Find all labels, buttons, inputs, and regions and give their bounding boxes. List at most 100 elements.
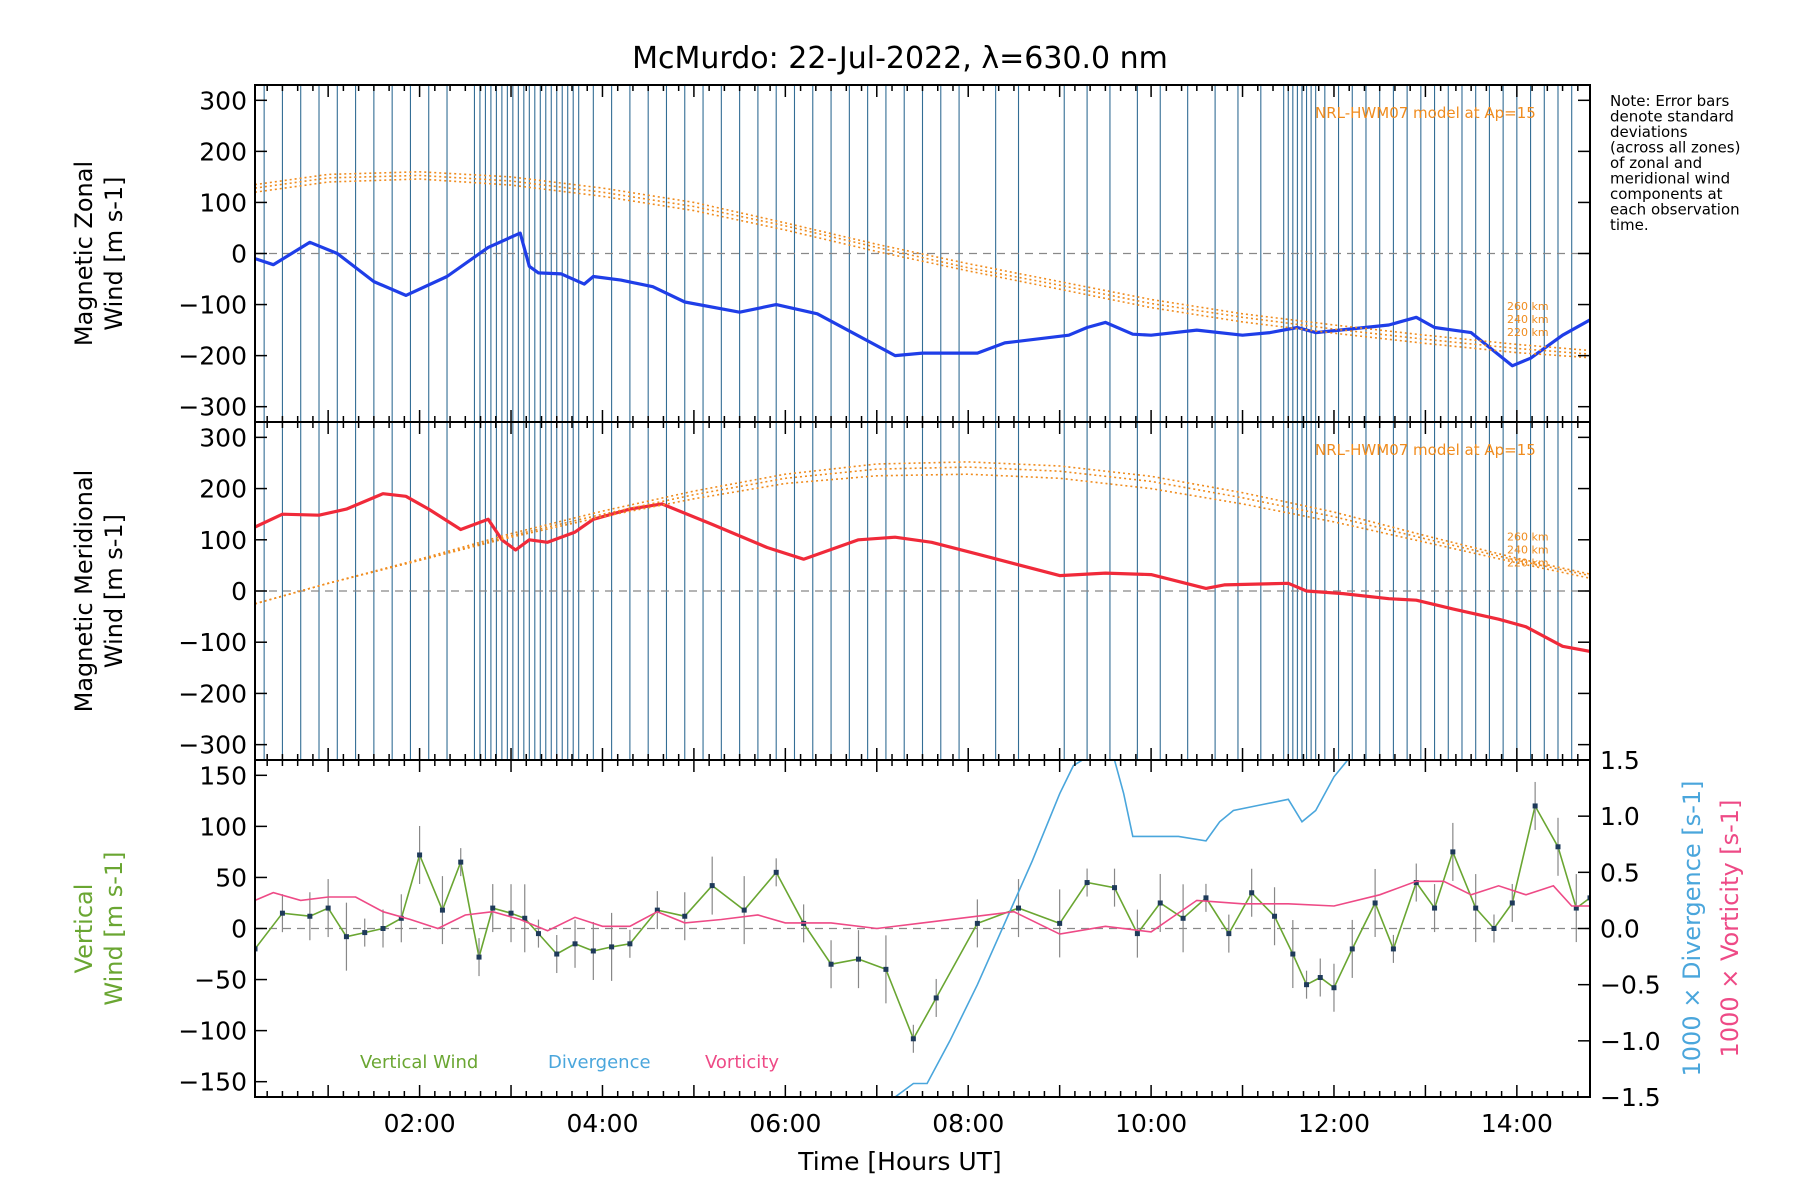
model_240km-line — [255, 466, 1590, 605]
vertical-wind-point — [1573, 905, 1579, 911]
model-height-label: 260 km — [1507, 530, 1549, 543]
vertical-wind-point — [1509, 900, 1515, 906]
y-tick-label: −150 — [178, 1068, 247, 1097]
vertical-wind-point — [1249, 890, 1255, 896]
vertical-wind-point — [1331, 985, 1337, 991]
vertical-wind-point — [380, 926, 386, 931]
vertical-wind-point — [1587, 895, 1590, 901]
x-tick-label: 04:00 — [566, 1109, 638, 1138]
y-tick-label: 0 — [231, 577, 247, 606]
divergence_x1000-line — [1113, 760, 1349, 842]
x-tick-label: 14:00 — [1481, 1109, 1553, 1138]
model-height-label: 260 km — [1507, 300, 1549, 313]
note-line: Note: Error bars — [1610, 92, 1730, 110]
meridional_wind-line — [255, 492, 1590, 653]
y-tick-label: 100 — [199, 812, 247, 841]
x-axis-label: Time [Hours UT] — [797, 1147, 1001, 1176]
vertical-wind-point — [343, 934, 349, 940]
model-height-label: 240 km — [1507, 313, 1549, 326]
model_260km-line — [255, 473, 1590, 605]
vertical-wind-point — [855, 956, 861, 962]
vertical-wind-point — [1413, 880, 1419, 886]
y-tick-label: 0 — [231, 240, 247, 269]
vertical-wind-point — [1112, 885, 1118, 891]
model-label: NRL-HWM07 model at Ap=15 — [1315, 441, 1536, 459]
y-tick-label: 0 — [231, 915, 247, 944]
vertical-wind-point — [654, 907, 660, 913]
model-height-label: 220 km — [1507, 556, 1549, 569]
model-height-label: 220 km — [1507, 326, 1549, 339]
note-line: denote standard — [1610, 108, 1734, 126]
zonal_wind-line — [255, 231, 1590, 368]
y-axis-label-vorticity: 1000 × Vorticity [s-1] — [1716, 800, 1744, 1058]
vertical-wind-point — [307, 913, 313, 919]
divergence_x1000-line — [894, 760, 1083, 1097]
legend-entry: Vorticity — [705, 1052, 779, 1073]
y-tick-label: 100 — [199, 188, 247, 217]
note-line: components at — [1610, 185, 1723, 203]
y-tick-label: 100 — [199, 526, 247, 555]
right-tick-label: 1.5 — [1600, 746, 1640, 775]
vertical-wind-point — [490, 905, 496, 911]
right-tick-label: 0.5 — [1600, 858, 1640, 887]
model-label: NRL-HWM07 model at Ap=15 — [1315, 104, 1536, 122]
note-line: of zonal and — [1610, 154, 1702, 172]
vertical-wind-point — [1057, 920, 1063, 926]
vertical-wind-point — [522, 915, 528, 921]
vertical-wind-point — [1226, 931, 1232, 937]
vertical-wind-point — [910, 1036, 916, 1042]
y-tick-label: −100 — [178, 291, 247, 320]
vertical-wind-point — [828, 961, 834, 967]
vertical-wind-point — [458, 859, 464, 865]
vertical-wind-point — [1432, 905, 1438, 911]
x-tick-label: 12:00 — [1298, 1109, 1370, 1138]
vertical-wind-point — [1390, 946, 1396, 952]
y-tick-label: 150 — [199, 761, 247, 790]
vertical-wind-point — [1555, 844, 1561, 850]
y-tick-label: 300 — [199, 423, 247, 452]
vertical-wind-point — [1450, 849, 1456, 855]
y-axis-label: Wind [m s-1] — [100, 176, 128, 330]
model-height-label: 240 km — [1507, 543, 1549, 556]
vertical-wind-point — [1180, 915, 1186, 921]
note-line: each observation — [1610, 201, 1740, 219]
vertical-wind-point — [609, 944, 615, 950]
y-tick-label: 200 — [199, 475, 247, 504]
vertical-wind-point — [439, 907, 445, 913]
vertical-wind-point — [1372, 900, 1378, 906]
vertical-wind-point — [933, 995, 939, 1001]
note-line: time. — [1610, 216, 1649, 234]
y-axis-label: Magnetic Zonal — [70, 161, 98, 346]
y-tick-label: −200 — [178, 342, 247, 371]
note-line: meridional wind — [1610, 170, 1730, 188]
vertical-wind-point — [1203, 895, 1209, 901]
vertical-wind-point — [417, 852, 423, 858]
vertical-wind-point — [1290, 951, 1296, 957]
note-line: (across all zones) — [1610, 139, 1740, 157]
y-axis-label-left: Wind [m s-1] — [100, 851, 128, 1005]
vertical-wind-point — [1084, 880, 1090, 886]
model_220km-line — [255, 178, 1590, 359]
right-tick-label: −0.5 — [1600, 971, 1661, 1000]
y-tick-label: −50 — [194, 966, 247, 995]
y-tick-label: 200 — [199, 137, 247, 166]
right-tick-label: 1.0 — [1600, 802, 1640, 831]
vertical-wind-point — [535, 931, 541, 937]
legend-entry: Divergence — [548, 1052, 651, 1073]
vertical-wind-point — [398, 915, 404, 921]
vertical-wind-point — [741, 907, 747, 913]
vertical-wind-point — [554, 951, 560, 957]
vertical-wind-point — [709, 883, 715, 889]
y-tick-label: −100 — [178, 628, 247, 657]
vertical-wind-point — [476, 954, 482, 960]
vertical-wind-point — [508, 910, 514, 916]
x-tick-label: 10:00 — [1115, 1109, 1187, 1138]
vertical-wind-panel: 150 100 50 0 −50 −100 −150 1.5 1.0 0.5 0.0 −0.5 −1.0… — [70, 746, 1744, 1112]
series-group — [255, 171, 1590, 368]
legend-entry: Vertical Wind — [360, 1052, 478, 1073]
y-tick-label: −300 — [178, 731, 247, 760]
